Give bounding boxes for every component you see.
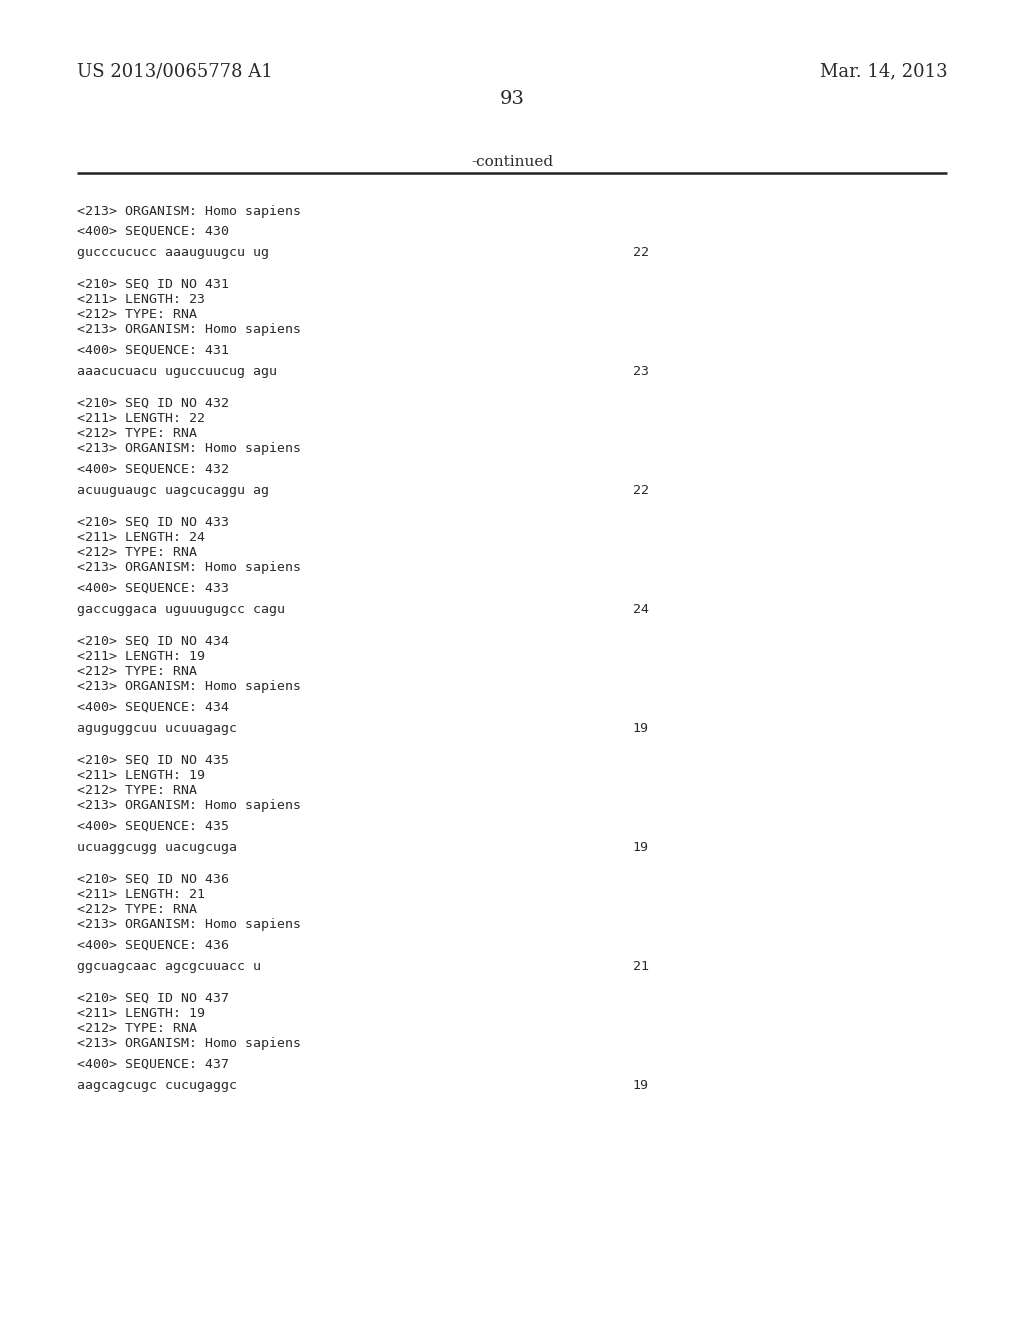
Text: <213> ORGANISM: Homo sapiens: <213> ORGANISM: Homo sapiens bbox=[77, 205, 301, 218]
Text: <213> ORGANISM: Homo sapiens: <213> ORGANISM: Homo sapiens bbox=[77, 442, 301, 455]
Text: <400> SEQUENCE: 431: <400> SEQUENCE: 431 bbox=[77, 345, 228, 356]
Text: <210> SEQ ID NO 437: <210> SEQ ID NO 437 bbox=[77, 993, 228, 1005]
Text: acuuguaugc uagcucaggu ag: acuuguaugc uagcucaggu ag bbox=[77, 484, 268, 498]
Text: <211> LENGTH: 19: <211> LENGTH: 19 bbox=[77, 1007, 205, 1020]
Text: <400> SEQUENCE: 436: <400> SEQUENCE: 436 bbox=[77, 939, 228, 952]
Text: <213> ORGANISM: Homo sapiens: <213> ORGANISM: Homo sapiens bbox=[77, 799, 301, 812]
Text: <210> SEQ ID NO 433: <210> SEQ ID NO 433 bbox=[77, 516, 228, 529]
Text: <211> LENGTH: 22: <211> LENGTH: 22 bbox=[77, 412, 205, 425]
Text: <400> SEQUENCE: 432: <400> SEQUENCE: 432 bbox=[77, 463, 228, 477]
Text: 93: 93 bbox=[500, 90, 524, 108]
Text: <211> LENGTH: 23: <211> LENGTH: 23 bbox=[77, 293, 205, 306]
Text: <213> ORGANISM: Homo sapiens: <213> ORGANISM: Homo sapiens bbox=[77, 561, 301, 574]
Text: <210> SEQ ID NO 435: <210> SEQ ID NO 435 bbox=[77, 754, 228, 767]
Text: <213> ORGANISM: Homo sapiens: <213> ORGANISM: Homo sapiens bbox=[77, 1038, 301, 1049]
Text: 19: 19 bbox=[633, 1078, 649, 1092]
Text: <212> TYPE: RNA: <212> TYPE: RNA bbox=[77, 665, 197, 678]
Text: <212> TYPE: RNA: <212> TYPE: RNA bbox=[77, 546, 197, 558]
Text: <400> SEQUENCE: 435: <400> SEQUENCE: 435 bbox=[77, 820, 228, 833]
Text: 22: 22 bbox=[633, 246, 649, 259]
Text: <400> SEQUENCE: 430: <400> SEQUENCE: 430 bbox=[77, 224, 228, 238]
Text: 23: 23 bbox=[633, 366, 649, 378]
Text: <210> SEQ ID NO 436: <210> SEQ ID NO 436 bbox=[77, 873, 228, 886]
Text: aagcagcugc cucugaggc: aagcagcugc cucugaggc bbox=[77, 1078, 237, 1092]
Text: <212> TYPE: RNA: <212> TYPE: RNA bbox=[77, 426, 197, 440]
Text: <211> LENGTH: 21: <211> LENGTH: 21 bbox=[77, 888, 205, 902]
Text: ucuaggcugg uacugcuga: ucuaggcugg uacugcuga bbox=[77, 841, 237, 854]
Text: <210> SEQ ID NO 434: <210> SEQ ID NO 434 bbox=[77, 635, 228, 648]
Text: gucccucucc aaauguugcu ug: gucccucucc aaauguugcu ug bbox=[77, 246, 268, 259]
Text: <400> SEQUENCE: 437: <400> SEQUENCE: 437 bbox=[77, 1059, 228, 1071]
Text: <211> LENGTH: 19: <211> LENGTH: 19 bbox=[77, 770, 205, 781]
Text: ggcuagcaac agcgcuuacc u: ggcuagcaac agcgcuuacc u bbox=[77, 960, 261, 973]
Text: 22: 22 bbox=[633, 484, 649, 498]
Text: Mar. 14, 2013: Mar. 14, 2013 bbox=[819, 62, 947, 81]
Text: <400> SEQUENCE: 434: <400> SEQUENCE: 434 bbox=[77, 701, 228, 714]
Text: 24: 24 bbox=[633, 603, 649, 616]
Text: <213> ORGANISM: Homo sapiens: <213> ORGANISM: Homo sapiens bbox=[77, 323, 301, 337]
Text: <210> SEQ ID NO 432: <210> SEQ ID NO 432 bbox=[77, 397, 228, 411]
Text: aaacucuacu uguccuucug agu: aaacucuacu uguccuucug agu bbox=[77, 366, 276, 378]
Text: <211> LENGTH: 19: <211> LENGTH: 19 bbox=[77, 649, 205, 663]
Text: -continued: -continued bbox=[471, 154, 553, 169]
Text: <213> ORGANISM: Homo sapiens: <213> ORGANISM: Homo sapiens bbox=[77, 680, 301, 693]
Text: <400> SEQUENCE: 433: <400> SEQUENCE: 433 bbox=[77, 582, 228, 595]
Text: <212> TYPE: RNA: <212> TYPE: RNA bbox=[77, 1022, 197, 1035]
Text: <211> LENGTH: 24: <211> LENGTH: 24 bbox=[77, 531, 205, 544]
Text: <212> TYPE: RNA: <212> TYPE: RNA bbox=[77, 903, 197, 916]
Text: 19: 19 bbox=[633, 841, 649, 854]
Text: 19: 19 bbox=[633, 722, 649, 735]
Text: gaccuggaca uguuugugcc cagu: gaccuggaca uguuugugcc cagu bbox=[77, 603, 285, 616]
Text: <210> SEQ ID NO 431: <210> SEQ ID NO 431 bbox=[77, 279, 228, 290]
Text: <212> TYPE: RNA: <212> TYPE: RNA bbox=[77, 784, 197, 797]
Text: aguguggcuu ucuuagagc: aguguggcuu ucuuagagc bbox=[77, 722, 237, 735]
Text: <212> TYPE: RNA: <212> TYPE: RNA bbox=[77, 308, 197, 321]
Text: 21: 21 bbox=[633, 960, 649, 973]
Text: <213> ORGANISM: Homo sapiens: <213> ORGANISM: Homo sapiens bbox=[77, 917, 301, 931]
Text: US 2013/0065778 A1: US 2013/0065778 A1 bbox=[77, 62, 272, 81]
